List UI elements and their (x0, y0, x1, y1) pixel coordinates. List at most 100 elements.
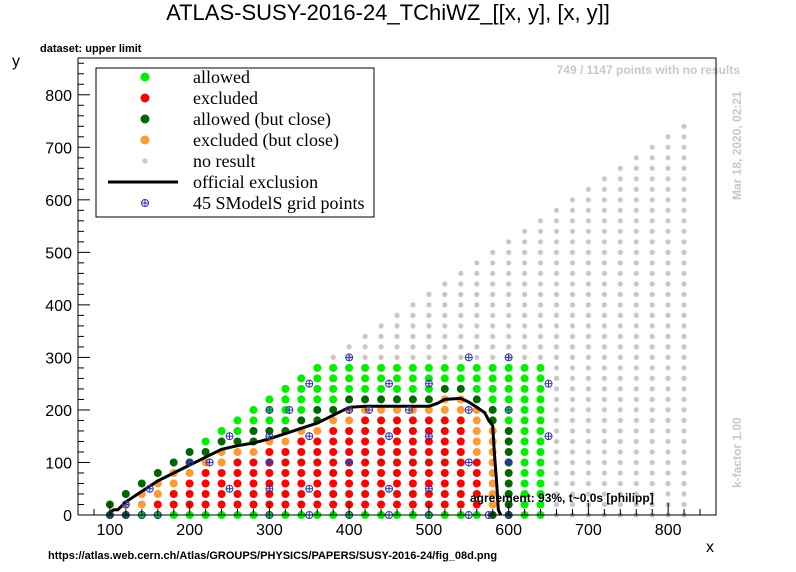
data-point (458, 344, 464, 350)
data-point (665, 176, 671, 182)
data-point (520, 416, 529, 425)
data-point (393, 363, 401, 372)
data-point (649, 291, 655, 297)
data-point (408, 384, 417, 393)
data-point (536, 458, 545, 467)
data-point (601, 470, 608, 476)
agreement-note: agreement: 93%, t~0.0s [philipp] (470, 491, 654, 505)
data-point (601, 218, 608, 224)
data-point (506, 344, 512, 350)
data-point (393, 500, 401, 509)
smodels-grid-point (424, 432, 433, 441)
data-point (329, 363, 338, 372)
smodels-grid-point (265, 458, 274, 467)
data-point (442, 354, 448, 360)
data-point (329, 490, 338, 498)
data-point (649, 396, 655, 402)
data-point (265, 416, 274, 425)
data-point (585, 428, 592, 434)
data-point (633, 291, 639, 297)
data-point (345, 479, 354, 488)
data-point (617, 344, 623, 350)
data-point (665, 165, 671, 171)
data-point (537, 302, 544, 308)
data-point (649, 470, 655, 476)
data-point (233, 448, 242, 456)
x-tick-label: 600 (495, 522, 522, 539)
data-point (410, 323, 416, 329)
data-point (410, 344, 416, 350)
data-point (681, 260, 687, 266)
data-point (329, 448, 338, 456)
data-point (217, 490, 226, 498)
data-point (569, 323, 576, 329)
data-point (313, 384, 322, 393)
y-axis: 0 100 200 300 400 500 600 700 800 (45, 62, 90, 525)
data-point (569, 218, 576, 224)
data-point (601, 249, 608, 255)
data-point (393, 437, 401, 446)
data-point (569, 302, 576, 308)
data-point (649, 249, 655, 255)
data-point (681, 207, 687, 213)
data-point (201, 500, 210, 509)
data-point (617, 239, 623, 245)
data-point (617, 302, 623, 308)
data-point (617, 386, 623, 392)
data-point (281, 416, 290, 425)
data-point (681, 176, 687, 182)
data-point (553, 501, 560, 508)
data-point (633, 480, 639, 487)
data-point (585, 291, 592, 297)
data-point (617, 270, 623, 276)
data-point (553, 218, 560, 224)
data-point (410, 354, 416, 360)
data-point (681, 459, 687, 466)
data-point (458, 323, 464, 329)
data-point (617, 449, 623, 455)
data-point (569, 428, 576, 434)
data-point (601, 323, 608, 329)
data-point (681, 501, 687, 508)
data-point (442, 281, 448, 287)
data-point (649, 144, 655, 150)
data-point (488, 384, 497, 393)
data-point (488, 363, 497, 372)
data-point (249, 479, 258, 488)
data-point (472, 469, 481, 477)
data-point (472, 395, 481, 404)
data-point (617, 249, 623, 255)
data-point (617, 470, 623, 476)
data-point (440, 405, 449, 414)
data-point (553, 491, 560, 497)
data-point (490, 312, 496, 318)
data-point (504, 490, 513, 498)
smodels-grid-point (345, 405, 354, 414)
data-point (585, 218, 592, 224)
data-point (474, 302, 480, 308)
data-point (377, 479, 386, 488)
data-point (297, 448, 306, 456)
data-point (649, 239, 655, 245)
data-point (440, 374, 449, 383)
data-point (345, 374, 354, 383)
data-point (313, 405, 322, 414)
data-point (569, 207, 576, 213)
data-point (537, 323, 544, 329)
data-point (474, 270, 480, 276)
data-point (313, 448, 322, 456)
smodels-grid-point (305, 484, 314, 493)
data-point (408, 427, 417, 435)
data-point (330, 354, 336, 360)
smodels-grid-point (464, 405, 473, 414)
data-point (410, 333, 416, 339)
data-point (536, 479, 545, 488)
data-point (585, 449, 592, 455)
data-point (297, 437, 306, 446)
data-point (249, 416, 258, 425)
data-point (488, 374, 497, 383)
data-point (472, 437, 481, 446)
data-point (601, 428, 608, 434)
data-point (681, 449, 687, 455)
data-point (601, 449, 608, 455)
